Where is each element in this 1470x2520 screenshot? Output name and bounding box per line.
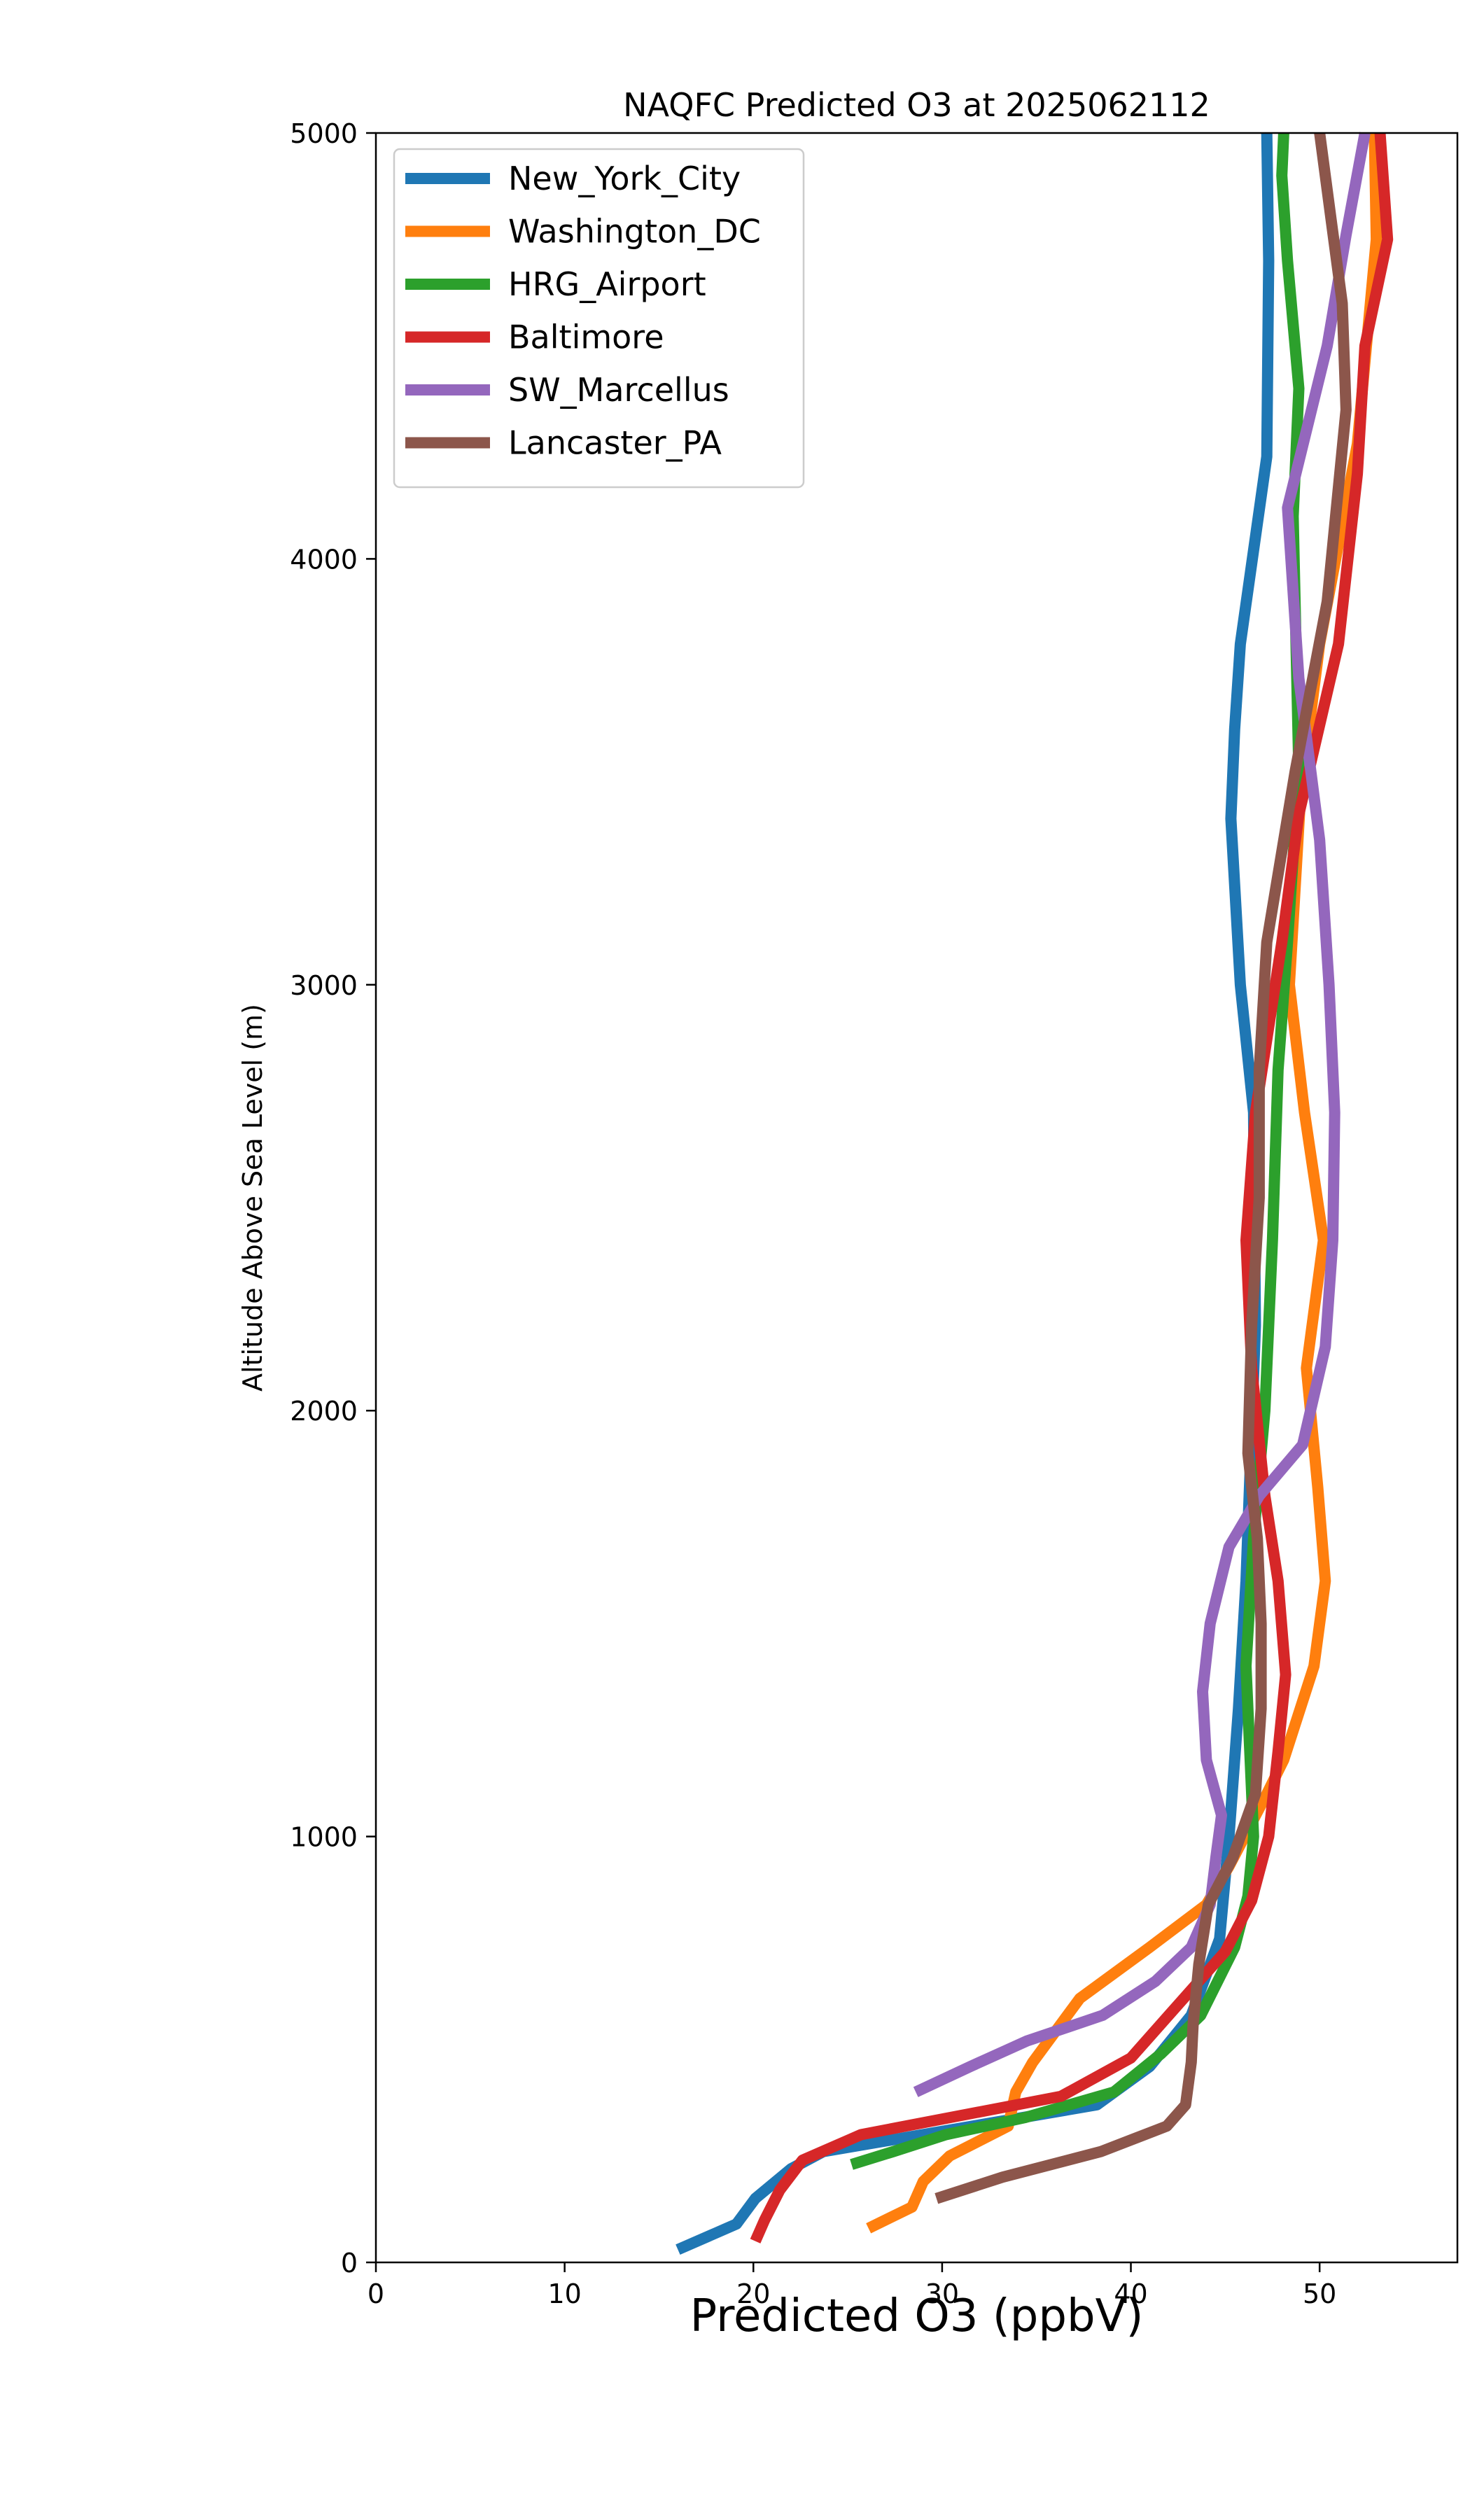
x-tick-label: 20: [736, 2278, 770, 2309]
legend: New_York_City Washington_DC HRG_Airport Bal…: [393, 148, 805, 489]
legend-label: HRG_Airport: [508, 265, 706, 303]
x-tick-label: 50: [1303, 2278, 1336, 2309]
y-tick-label: 3000: [290, 970, 358, 1001]
series-line-lancaster-pa: [934, 132, 1352, 2204]
y-tick-label: 2000: [290, 1396, 358, 1427]
x-tick-label: 0: [368, 2278, 384, 2309]
legend-label: New_York_City: [508, 160, 741, 197]
y-tick-label: 4000: [290, 544, 358, 575]
y-axis-label: Altitude Above Sea Level (m): [237, 1004, 268, 1392]
legend-label: Lancaster_PA: [508, 424, 722, 462]
series-layer: [676, 132, 1394, 2255]
y-tick-label: 1000: [290, 1822, 358, 1853]
plot-frame: [374, 132, 1459, 2264]
chart-title: NAQFC Predicted O3 at 2025062112: [623, 86, 1210, 124]
series-line-sw-marcellus: [913, 132, 1371, 2097]
legend-label: SW_Marcellus: [508, 371, 729, 409]
x-tick-label: 10: [547, 2278, 581, 2309]
x-axis: 0 10 20 30 40 50: [368, 2262, 1336, 2309]
legend-label: Baltimore: [508, 318, 664, 356]
y-axis: 0 1000 2000 3000 4000 5000: [290, 118, 376, 2278]
x-tick-label: 40: [1114, 2278, 1147, 2309]
y-tick-label: 0: [341, 2248, 358, 2278]
legend-label: Washington_DC: [508, 213, 761, 251]
series-line-baltimore: [750, 132, 1394, 2244]
x-tick-label: 30: [925, 2278, 959, 2309]
legend-box: [393, 148, 805, 489]
x-axis-label: Predicted O3 (ppbV): [690, 2290, 1144, 2342]
y-tick-label: 5000: [290, 118, 358, 149]
